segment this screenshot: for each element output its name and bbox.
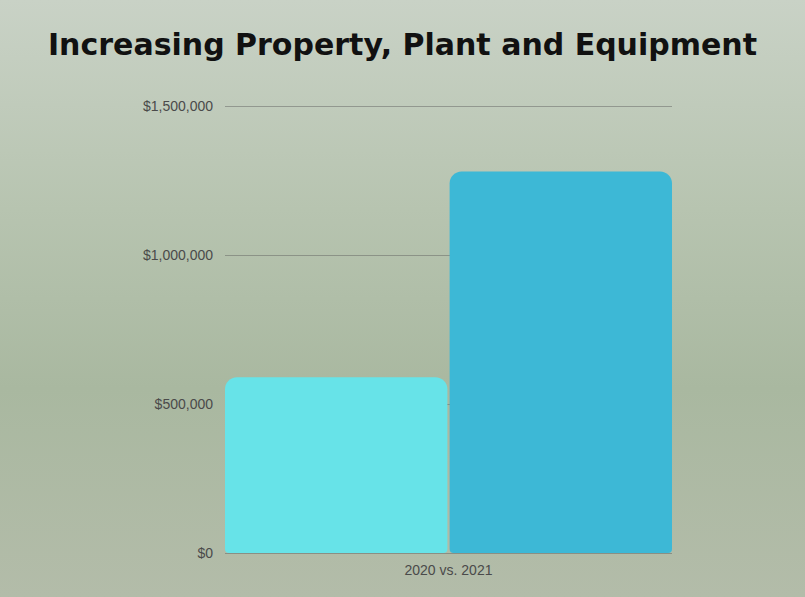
svg-text:$1,500,000: $1,500,000	[143, 98, 213, 114]
svg-text:$0: $0	[197, 545, 213, 561]
svg-text:$1,000,000: $1,000,000	[143, 247, 213, 263]
svg-text:2020 vs. 2021: 2020 vs. 2021	[405, 562, 493, 578]
svg-text:Increasing Property, Plant and: Increasing Property, Plant and Equipment	[48, 27, 757, 62]
svg-text:$500,000: $500,000	[155, 396, 214, 412]
